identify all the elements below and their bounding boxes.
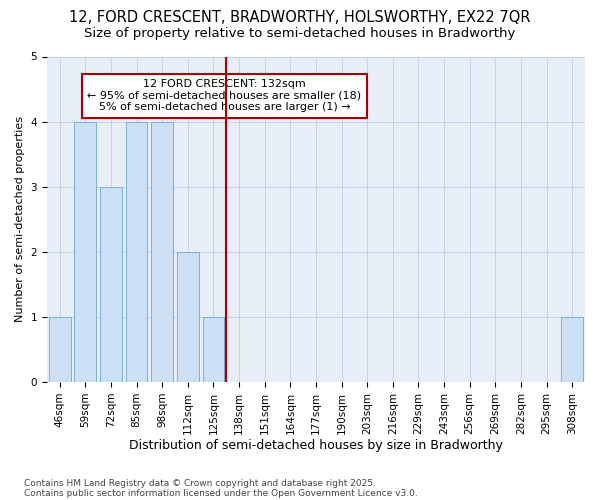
Bar [203,317,224,382]
X-axis label: Distribution of semi-detached houses by size in Bradworthy: Distribution of semi-detached houses by … [129,440,503,452]
Text: Contains HM Land Registry data © Crown copyright and database right 2025.: Contains HM Land Registry data © Crown c… [24,478,376,488]
Y-axis label: Number of semi-detached properties: Number of semi-detached properties [15,116,25,322]
Text: Size of property relative to semi-detached houses in Bradworthy: Size of property relative to semi-detach… [85,28,515,40]
Text: Contains public sector information licensed under the Open Government Licence v3: Contains public sector information licen… [24,488,418,498]
Bar [49,317,71,382]
Text: 12 FORD CRESCENT: 132sqm
← 95% of semi-detached houses are smaller (18)
5% of se: 12 FORD CRESCENT: 132sqm ← 95% of semi-d… [88,80,362,112]
Bar [177,252,199,382]
Bar [100,186,122,382]
Bar [561,317,583,382]
Bar [74,122,96,382]
Bar [151,122,173,382]
Bar [125,122,148,382]
Text: 12, FORD CRESCENT, BRADWORTHY, HOLSWORTHY, EX22 7QR: 12, FORD CRESCENT, BRADWORTHY, HOLSWORTH… [69,10,531,25]
